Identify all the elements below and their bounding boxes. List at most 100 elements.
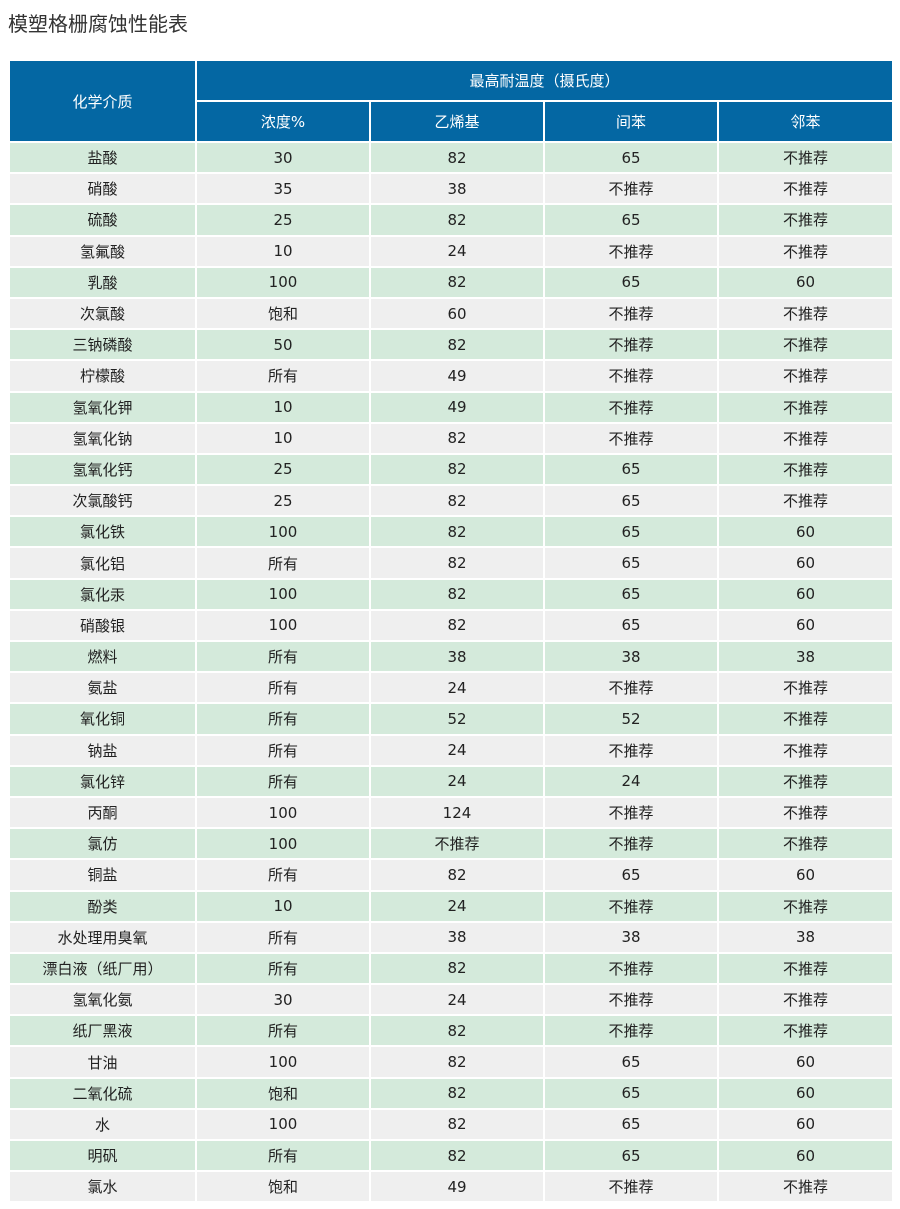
cell-vinyl: 24 xyxy=(369,889,545,923)
table-row: 钠盐 所有 24 不推荐 不推荐 xyxy=(8,733,895,767)
cell-concentration: 所有 xyxy=(195,858,371,892)
cell-isophthalic: 38 xyxy=(543,920,719,954)
cell-isophthalic: 65 xyxy=(543,1107,719,1142)
cell-orthophthalic: 不推荐 xyxy=(716,795,895,830)
cell-vinyl: 124 xyxy=(369,795,545,830)
cell-isophthalic: 65 xyxy=(543,265,719,299)
cell-concentration: 所有 xyxy=(195,671,371,705)
cell-orthophthalic: 不推荐 xyxy=(716,452,895,487)
cell-vinyl: 82 xyxy=(369,1014,545,1048)
cell-concentration: 所有 xyxy=(195,733,371,767)
cell-vinyl: 82 xyxy=(369,515,545,549)
cell-concentration: 所有 xyxy=(195,702,371,736)
cell-concentration: 10 xyxy=(195,421,371,455)
table-row: 漂白液（纸厂用） 所有 82 不推荐 不推荐 xyxy=(8,951,895,986)
cell-isophthalic: 65 xyxy=(543,546,719,580)
cell-medium: 三钠磷酸 xyxy=(8,328,197,362)
cell-vinyl: 82 xyxy=(369,1107,545,1142)
table-row: 燃料 所有 38 38 38 xyxy=(8,639,895,674)
cell-medium: 氯化铁 xyxy=(8,515,197,549)
cell-orthophthalic: 不推荐 xyxy=(716,359,895,393)
cell-vinyl: 82 xyxy=(369,140,545,175)
cell-vinyl: 49 xyxy=(369,359,545,393)
cell-medium: 硝酸银 xyxy=(8,608,197,643)
cell-medium: 明矾 xyxy=(8,1138,197,1173)
cell-concentration: 25 xyxy=(195,203,371,237)
page-title: 模塑格栅腐蚀性能表 xyxy=(8,12,188,36)
cell-isophthalic: 不推荐 xyxy=(543,951,719,986)
cell-concentration: 所有 xyxy=(195,1014,371,1048)
cell-vinyl: 82 xyxy=(369,608,545,643)
cell-medium: 氯仿 xyxy=(8,827,197,861)
cell-orthophthalic: 不推荐 xyxy=(716,328,895,362)
cell-concentration: 100 xyxy=(195,608,371,643)
cell-concentration: 30 xyxy=(195,983,371,1017)
header-concentration: 浓度% xyxy=(195,100,371,143)
cell-medium: 硝酸 xyxy=(8,172,197,206)
cell-medium: 氯水 xyxy=(8,1170,197,1204)
cell-orthophthalic: 不推荐 xyxy=(716,983,895,1017)
cell-isophthalic: 65 xyxy=(543,1138,719,1173)
cell-vinyl: 52 xyxy=(369,702,545,736)
table-row: 硝酸银 100 82 65 60 xyxy=(8,608,895,643)
cell-vinyl: 82 xyxy=(369,421,545,455)
cell-orthophthalic: 不推荐 xyxy=(716,764,895,798)
table-row: 硫酸 25 82 65 不推荐 xyxy=(8,203,895,237)
cell-vinyl: 82 xyxy=(369,484,545,518)
cell-isophthalic: 65 xyxy=(543,140,719,175)
cell-concentration: 100 xyxy=(195,827,371,861)
cell-orthophthalic: 不推荐 xyxy=(716,889,895,923)
cell-vinyl: 49 xyxy=(369,1170,545,1204)
cell-medium: 燃料 xyxy=(8,639,197,674)
cell-medium: 次氯酸 xyxy=(8,296,197,331)
cell-vinyl: 82 xyxy=(369,1045,545,1079)
cell-isophthalic: 65 xyxy=(543,858,719,892)
cell-orthophthalic: 60 xyxy=(716,577,895,611)
cell-medium: 氯化铝 xyxy=(8,546,197,580)
cell-medium: 水 xyxy=(8,1107,197,1142)
cell-isophthalic: 不推荐 xyxy=(543,795,719,830)
cell-isophthalic: 不推荐 xyxy=(543,234,719,268)
cell-medium: 氧化铜 xyxy=(8,702,197,736)
table-row: 氢氧化钙 25 82 65 不推荐 xyxy=(8,452,895,487)
cell-vinyl: 82 xyxy=(369,452,545,487)
cell-orthophthalic: 不推荐 xyxy=(716,702,895,736)
cell-vinyl: 38 xyxy=(369,172,545,206)
cell-vinyl: 不推荐 xyxy=(369,827,545,861)
cell-orthophthalic: 不推荐 xyxy=(716,234,895,268)
table-row: 硝酸 35 38 不推荐 不推荐 xyxy=(8,172,895,206)
cell-concentration: 所有 xyxy=(195,764,371,798)
cell-vinyl: 24 xyxy=(369,234,545,268)
cell-isophthalic: 不推荐 xyxy=(543,328,719,362)
cell-vinyl: 82 xyxy=(369,265,545,299)
cell-medium: 氯化汞 xyxy=(8,577,197,611)
cell-medium: 氢氧化氨 xyxy=(8,983,197,1017)
cell-vinyl: 82 xyxy=(369,203,545,237)
cell-vinyl: 82 xyxy=(369,1076,545,1110)
cell-concentration: 10 xyxy=(195,889,371,923)
cell-medium: 次氯酸钙 xyxy=(8,484,197,518)
cell-vinyl: 38 xyxy=(369,639,545,674)
cell-medium: 乳酸 xyxy=(8,265,197,299)
cell-orthophthalic: 不推荐 xyxy=(716,1014,895,1048)
table-row: 二氧化硫 饱和 82 65 60 xyxy=(8,1076,895,1110)
cell-concentration: 100 xyxy=(195,515,371,549)
cell-isophthalic: 65 xyxy=(543,1045,719,1079)
cell-orthophthalic: 不推荐 xyxy=(716,827,895,861)
table-row: 三钠磷酸 50 82 不推荐 不推荐 xyxy=(8,328,895,362)
cell-concentration: 100 xyxy=(195,1045,371,1079)
cell-isophthalic: 不推荐 xyxy=(543,889,719,923)
cell-isophthalic: 52 xyxy=(543,702,719,736)
cell-isophthalic: 不推荐 xyxy=(543,827,719,861)
cell-orthophthalic: 60 xyxy=(716,265,895,299)
cell-orthophthalic: 不推荐 xyxy=(716,484,895,518)
table-row: 氢氟酸 10 24 不推荐 不推荐 xyxy=(8,234,895,268)
cell-isophthalic: 不推荐 xyxy=(543,983,719,1017)
cell-orthophthalic: 60 xyxy=(716,546,895,580)
header-medium: 化学介质 xyxy=(8,59,197,143)
cell-isophthalic: 24 xyxy=(543,764,719,798)
cell-orthophthalic: 60 xyxy=(716,608,895,643)
cell-concentration: 所有 xyxy=(195,359,371,393)
cell-medium: 纸厂黑液 xyxy=(8,1014,197,1048)
header-temp-group: 最高耐温度（摄氏度） xyxy=(194,59,895,102)
